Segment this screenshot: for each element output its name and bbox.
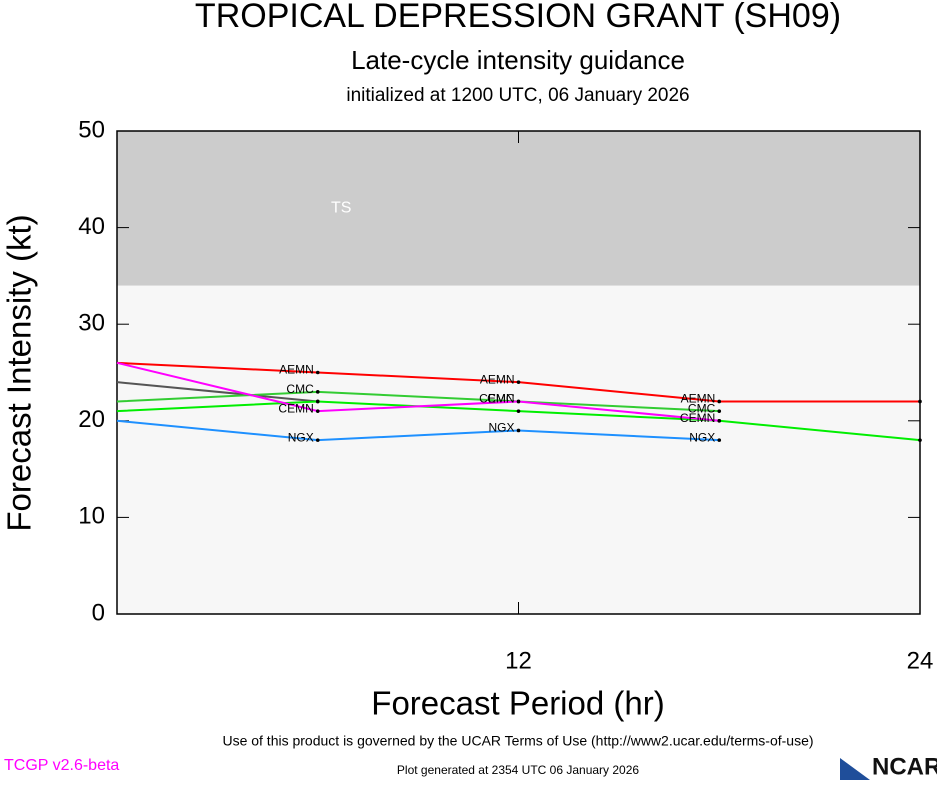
point-label: CEMN <box>479 392 514 406</box>
point-label: AEMN <box>681 392 716 406</box>
generated: Plot generated at 2354 UTC 06 January 20… <box>397 763 639 777</box>
point <box>717 399 722 404</box>
logo: NCAR <box>872 753 937 780</box>
point <box>315 409 320 413</box>
point-label: NGX <box>288 430 314 444</box>
logo-mark <box>840 758 870 780</box>
band-label: TS <box>331 199 351 216</box>
version: TCGP v2.6-beta <box>4 757 119 774</box>
point <box>315 370 320 375</box>
point-label: CEMN <box>278 401 313 415</box>
y-tick-label: 30 <box>78 310 105 337</box>
point-label: AEMN <box>480 372 515 386</box>
terms: Use of this product is governed by the U… <box>222 733 813 749</box>
point-label: AEMN <box>279 363 314 377</box>
x-label: Forecast Period (hr) <box>371 685 664 722</box>
point-label: NGX <box>689 430 715 444</box>
point <box>516 399 521 404</box>
point <box>315 399 320 404</box>
y-tick-label: 10 <box>78 503 105 530</box>
ts-band <box>117 131 920 286</box>
x-tick-label: 24 <box>907 647 934 674</box>
point <box>918 438 922 442</box>
y-tick-label: 40 <box>78 213 105 240</box>
y-tick-label: 20 <box>78 406 105 433</box>
series-line <box>116 361 720 422</box>
y-tick-label: 50 <box>78 116 105 143</box>
y-label: Forecast Intensity (kt) <box>1 214 38 531</box>
point <box>516 409 521 413</box>
point <box>918 399 922 404</box>
subtitle: Late-cycle intensity guidance <box>351 45 685 75</box>
point <box>516 380 521 384</box>
point <box>717 438 722 442</box>
point <box>717 409 722 413</box>
point-label: CMC <box>688 401 716 415</box>
point <box>315 390 320 394</box>
x-tick-label: 12 <box>505 647 532 674</box>
series-line <box>116 390 720 413</box>
point <box>717 419 722 423</box>
init-line: initialized at 1200 UTC, 06 January 2026 <box>346 85 689 106</box>
plot-frame <box>116 130 921 615</box>
point <box>516 428 521 433</box>
point-label: CMC <box>286 382 314 396</box>
point-label: NGX <box>488 421 514 435</box>
series-line <box>116 381 318 403</box>
point-label: CEMN <box>680 411 715 425</box>
series-line <box>116 419 720 442</box>
point <box>315 438 320 442</box>
y-tick-label: 0 <box>92 599 105 626</box>
chart-title: TROPICAL DEPRESSION GRANT (SH09) <box>195 0 841 35</box>
